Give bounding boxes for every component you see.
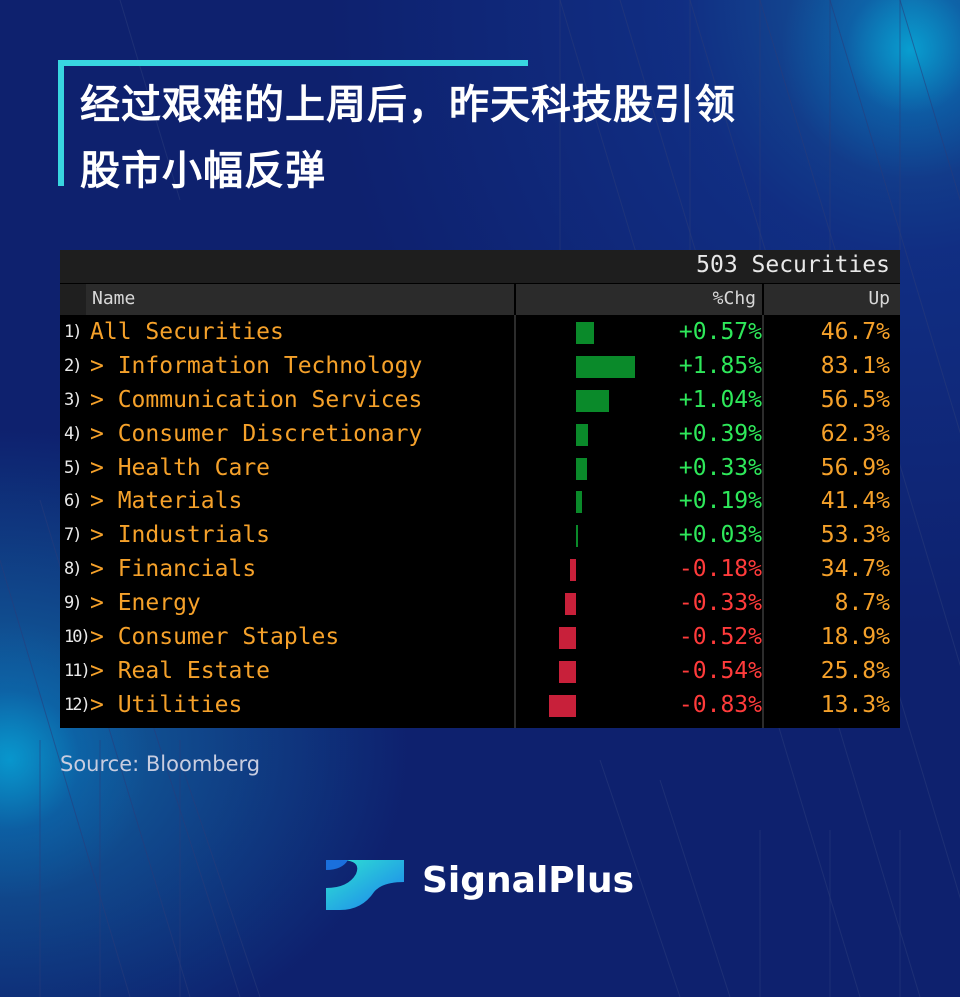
- row-chg: -0.54%: [678, 657, 762, 684]
- row-chg: +1.04%: [678, 386, 762, 413]
- row-name: > Materials: [90, 488, 243, 515]
- row-up: 8.7%: [834, 590, 890, 617]
- page-title: 经过艰难的上周后，昨天科技股引领 股市小幅反弹: [80, 72, 900, 204]
- row-up: 13.3%: [820, 691, 890, 718]
- brand-name: SignalPlus: [422, 860, 635, 901]
- row-name: > Information Technology: [90, 352, 423, 379]
- row-name: > Financials: [90, 556, 257, 583]
- row-index: 4): [64, 423, 83, 444]
- row-index: 2): [64, 355, 83, 376]
- row-chg: -0.18%: [678, 556, 762, 583]
- row-chg: +0.33%: [678, 454, 762, 481]
- row-up: 41.4%: [820, 488, 890, 515]
- source-caption: Source: Bloomberg: [60, 752, 261, 776]
- title-line-2: 股市小幅反弹: [80, 148, 326, 194]
- row-up: 18.9%: [820, 624, 890, 651]
- table-row[interactable]: 4) > Consumer Discretionary +0.39% 62.3%: [60, 418, 900, 452]
- title-accent-frame: [58, 60, 528, 186]
- row-name: > Consumer Staples: [90, 624, 340, 651]
- change-bar: [576, 355, 636, 378]
- row-name: > Industrials: [90, 522, 271, 549]
- column-header-up[interactable]: Up: [764, 284, 900, 315]
- change-bar: [570, 559, 576, 582]
- row-chg: +1.85%: [678, 352, 762, 379]
- row-index: 8): [64, 559, 83, 580]
- row-index: 12): [64, 694, 91, 715]
- change-bar: [576, 322, 595, 344]
- row-index: 7): [64, 525, 83, 546]
- table-row[interactable]: 8) > Financials -0.18% 34.7%: [60, 553, 900, 587]
- row-index: 3): [64, 389, 83, 410]
- table-row[interactable]: 2) > Information Technology +1.85% 83.1%: [60, 350, 900, 384]
- change-bar: [565, 593, 576, 616]
- column-header-name[interactable]: Name: [60, 284, 514, 315]
- table-row[interactable]: 12) > Utilities -0.83% 13.3%: [60, 689, 900, 723]
- change-bar: [576, 491, 583, 514]
- row-chg: +0.19%: [678, 488, 762, 515]
- row-up: 25.8%: [820, 657, 890, 684]
- securities-count: 503 Securities: [696, 252, 890, 278]
- row-index: 6): [64, 491, 83, 512]
- row-up: 53.3%: [820, 522, 890, 549]
- row-up: 46.7%: [820, 319, 890, 345]
- signalplus-logo-icon: [326, 860, 404, 910]
- row-name: > Energy: [90, 590, 201, 617]
- column-divider-name: [514, 315, 516, 728]
- column-header-chg[interactable]: %Chg: [516, 284, 762, 315]
- row-name: > Consumer Discretionary: [90, 420, 423, 447]
- title-line-1: 经过艰难的上周后，昨天科技股引领: [80, 82, 736, 128]
- table-row[interactable]: 7) > Industrials +0.03% 53.3%: [60, 519, 900, 553]
- table-header-bar: 503 Securities: [60, 250, 900, 283]
- change-bar: [576, 525, 578, 548]
- row-index: 11): [64, 660, 91, 681]
- change-bar: [576, 389, 610, 412]
- row-index: 10): [64, 627, 91, 648]
- table-row[interactable]: 10) > Consumer Staples -0.52% 18.9%: [60, 621, 900, 655]
- change-bar: [559, 627, 576, 650]
- table-row[interactable]: 9) > Energy -0.33% 8.7%: [60, 587, 900, 621]
- brand-lockup: SignalPlus: [322, 852, 682, 918]
- column-headers: Name %Chg Up: [60, 284, 900, 315]
- table-row[interactable]: 3) > Communication Services +1.04% 56.5%: [60, 384, 900, 418]
- row-index: 9): [64, 593, 83, 614]
- table-row[interactable]: 11) > Real Estate -0.54% 25.8%: [60, 655, 900, 689]
- row-name: All Securities: [90, 319, 284, 345]
- row-index: 1): [64, 322, 83, 342]
- row-index: 5): [64, 457, 83, 478]
- table-row[interactable]: 1) All Securities +0.57% 46.7%: [60, 316, 900, 350]
- row-chg: +0.03%: [678, 522, 762, 549]
- row-up: 83.1%: [820, 352, 890, 379]
- row-chg: +0.39%: [678, 420, 762, 447]
- row-chg: -0.52%: [678, 624, 762, 651]
- row-name: > Real Estate: [90, 657, 271, 684]
- row-name: > Utilities: [90, 691, 243, 718]
- column-divider-chg: [762, 315, 764, 728]
- row-name: > Health Care: [90, 454, 271, 481]
- table-row[interactable]: 6) > Materials +0.19% 41.4%: [60, 485, 900, 519]
- row-up: 56.5%: [820, 386, 890, 413]
- row-up: 56.9%: [820, 454, 890, 481]
- change-bar: [576, 457, 587, 480]
- table-row[interactable]: 5) > Health Care +0.33% 56.9%: [60, 452, 900, 486]
- row-chg: -0.33%: [678, 590, 762, 617]
- row-chg: +0.57%: [678, 319, 762, 345]
- row-up: 62.3%: [820, 420, 890, 447]
- row-chg: -0.83%: [678, 691, 762, 718]
- change-bar: [549, 694, 576, 717]
- change-bar: [558, 660, 576, 683]
- row-up: 34.7%: [820, 556, 890, 583]
- table-rows: 1) All Securities +0.57% 46.7% 2) > Informati…: [60, 316, 900, 723]
- row-name: > Communication Services: [90, 386, 423, 413]
- bloomberg-sector-table: 503 Securities Name %Chg Up 1) All Securi…: [60, 250, 900, 728]
- change-bar: [576, 423, 589, 446]
